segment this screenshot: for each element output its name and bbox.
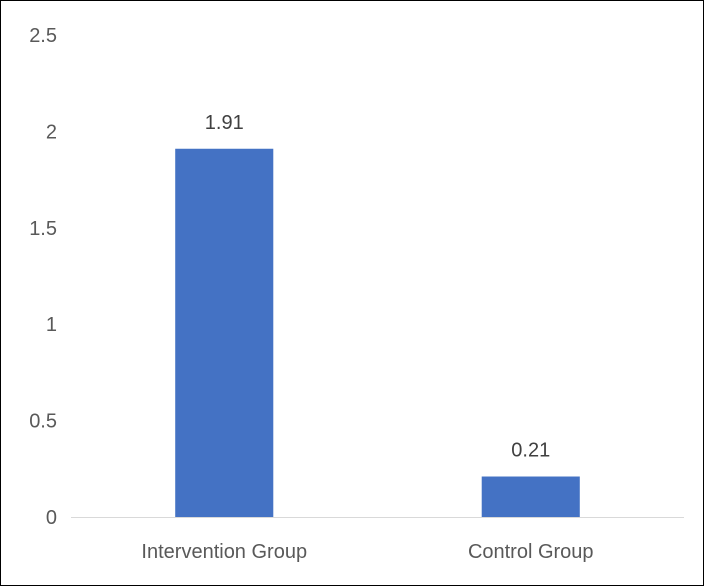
data-label: 1.91 (205, 112, 244, 134)
bar-control-group (481, 476, 580, 517)
y-tick-label: 1 (46, 314, 57, 336)
data-label: 0.21 (511, 440, 550, 462)
category-labels: Intervention Group Control Group (141, 541, 593, 563)
y-tick-label: 0 (46, 507, 57, 529)
y-tick-label: 2 (46, 121, 57, 143)
data-labels: 1.91 0.21 (205, 112, 550, 462)
category-label: Intervention Group (141, 541, 307, 563)
bars (175, 148, 580, 517)
y-tick-label: 2.5 (29, 25, 57, 47)
y-tick-label: 0.5 (29, 411, 57, 433)
category-label: Control Group (468, 541, 594, 563)
bar-intervention-group (175, 148, 274, 517)
y-tick-label: 1.5 (29, 218, 57, 240)
y-axis-ticks: 0 0.5 1 1.5 2 2.5 (29, 25, 57, 529)
